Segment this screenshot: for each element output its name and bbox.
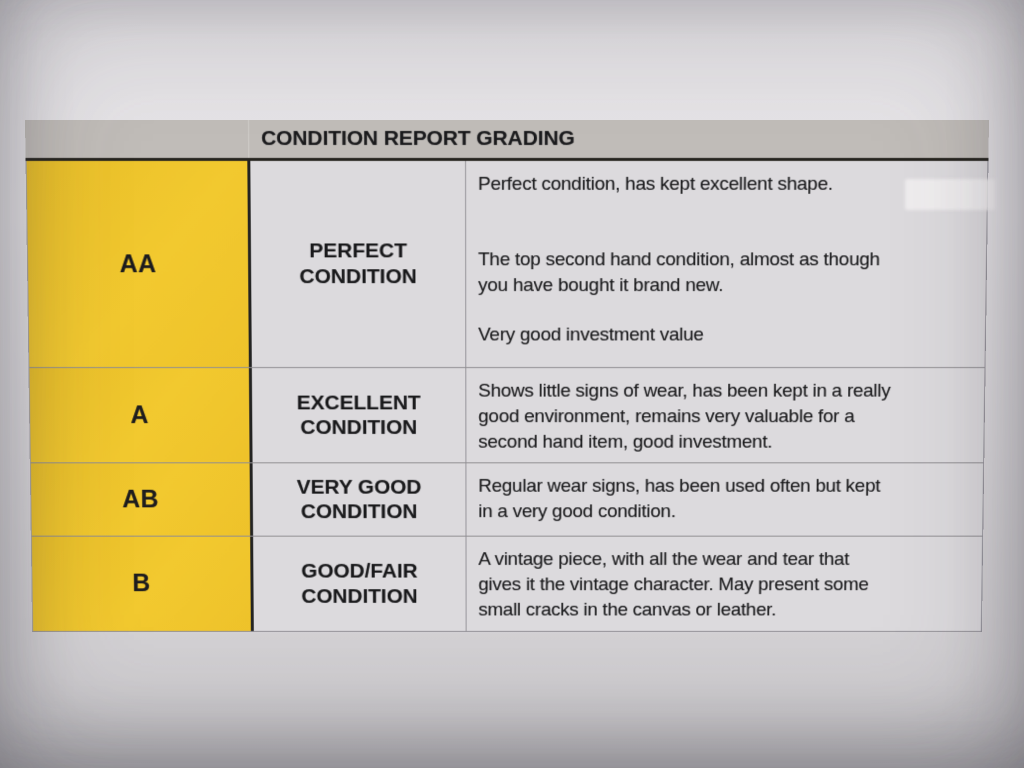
grade-cell: AB bbox=[30, 463, 254, 537]
description-paragraph: Very good investment value bbox=[478, 325, 704, 346]
whiteout-artifact bbox=[905, 179, 995, 210]
condition-cell: EXCELLENT CONDITION bbox=[251, 368, 467, 463]
description-paragraph: A vintage piece, with all the wear and t… bbox=[478, 549, 869, 621]
grade-cell: B bbox=[31, 537, 254, 631]
table-row-ab: AB VERY GOOD CONDITION Regular wear sign… bbox=[30, 462, 984, 537]
table-row-aa: AA PERFECT CONDITION Perfect condition, … bbox=[26, 160, 988, 368]
condition-cell: GOOD/FAIR CONDITION bbox=[253, 537, 467, 631]
condition-cell: PERFECT CONDITION bbox=[250, 160, 467, 368]
table-row-b: B GOOD/FAIR CONDITION A vintage piece, w… bbox=[31, 536, 983, 631]
condition-cell: VERY GOOD CONDITION bbox=[252, 463, 467, 537]
description-paragraph: The top second hand condition, almost as… bbox=[478, 249, 880, 296]
table-title: CONDITION REPORT GRADING bbox=[261, 126, 575, 150]
description-paragraph: Shows little signs of wear, has been kep… bbox=[478, 380, 891, 453]
table-header-row: CONDITION REPORT GRADING bbox=[25, 120, 989, 161]
grade-cell: A bbox=[29, 368, 253, 463]
header-grade-cell bbox=[25, 120, 250, 158]
table-row-a: A EXCELLENT CONDITION Shows little signs… bbox=[29, 367, 985, 463]
grade-cell: AA bbox=[26, 160, 252, 368]
description-cell: Shows little signs of wear, has been kep… bbox=[466, 368, 984, 463]
description-paragraph: Regular wear signs, has been used often … bbox=[478, 476, 881, 523]
condition-grading-table: CONDITION REPORT GRADING AA PERFECT COND… bbox=[25, 120, 989, 632]
description-cell: A vintage piece, with all the wear and t… bbox=[466, 537, 982, 631]
description-cell: Regular wear signs, has been used often … bbox=[466, 464, 983, 536]
